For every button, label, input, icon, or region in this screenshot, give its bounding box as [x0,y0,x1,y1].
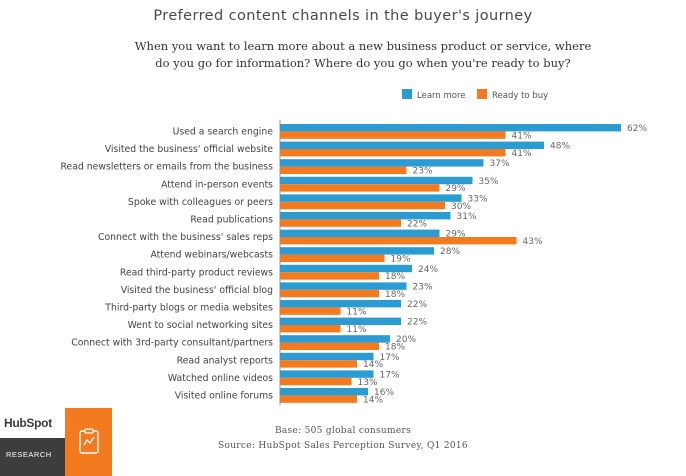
data-label-learn-more: 17% [380,353,400,363]
category-label: Connect with the business' sales reps [98,232,273,243]
bar-learn-more [280,335,390,343]
bar-learn-more [280,247,434,255]
category-label: Went to social networking sites [128,320,273,331]
bar-learn-more [280,300,401,308]
data-label-learn-more: 20% [396,335,416,345]
category-label: Attend in-person events [161,179,273,190]
bar-ready-to-buy [280,395,357,403]
bar-learn-more [280,229,440,237]
data-label-ready-to-buy: 13% [358,378,378,388]
data-label-learn-more: 28% [440,247,460,257]
category-label: Visited the business' official website [105,144,274,155]
source-note: Source: HubSpot Sales Perception Survey,… [218,441,468,451]
legend-label-learn-more: Learn more [417,91,465,101]
legend-swatch-ready-to-buy [477,89,487,99]
bar-ready-to-buy [280,201,445,210]
data-label-learn-more: 23% [413,282,433,292]
data-label-learn-more: 29% [446,230,466,240]
data-label-ready-to-buy: 41% [512,131,532,141]
category-label: Spoke with colleagues or peers [128,197,273,208]
bar-learn-more [280,176,473,185]
data-label-ready-to-buy: 18% [385,290,405,300]
data-label-ready-to-buy: 23% [413,167,433,177]
bar-ready-to-buy [280,342,379,350]
bar-ready-to-buy [280,166,407,174]
bar-learn-more [280,124,621,132]
bar-ready-to-buy [280,325,341,333]
chart-title: Preferred content channels in the buyer'… [153,8,533,24]
data-label-ready-to-buy: 22% [407,219,427,229]
data-label-learn-more: 16% [374,388,394,398]
data-label-ready-to-buy: 14% [363,395,383,405]
data-label-ready-to-buy: 29% [446,184,466,194]
data-label-ready-to-buy: 43% [523,237,543,247]
bar-ready-to-buy [280,272,379,280]
category-label: Visited online forums [175,391,273,402]
bar-learn-more [280,388,368,396]
base-note: Base: 505 global consumers [274,426,412,436]
bar-learn-more [280,264,412,273]
clipboard-icon [79,428,99,454]
data-label-ready-to-buy: 11% [347,325,367,335]
bar-ready-to-buy [280,377,352,386]
bar-ready-to-buy [280,149,506,157]
logo-orange-panel [65,408,112,476]
category-label: Used a search engine [173,127,274,138]
category-label: Attend webinars/webcasts [150,250,273,261]
data-label-learn-more: 24% [418,265,438,275]
hubspot-research-logo: HubSpot RESEARCH [0,408,120,476]
data-label-learn-more: 31% [457,212,477,222]
bar-learn-more [280,194,462,202]
category-label: Read newsletters or emails from the busi… [60,162,273,173]
data-label-learn-more: 22% [407,318,427,328]
chart-subtitle: When you want to learn more about a new … [134,39,592,70]
data-label-ready-to-buy: 41% [512,149,532,159]
data-label-learn-more: 17% [380,370,400,380]
category-label: Watched online videos [168,373,273,384]
category-label: Visited the business' official blog [121,285,273,296]
bar-ready-to-buy [280,254,385,262]
bar-learn-more [280,282,407,290]
bar-ready-to-buy [280,360,357,368]
bar-learn-more [280,317,401,325]
data-label-learn-more: 35% [479,177,499,187]
logo-white-panel: HubSpot [0,408,65,438]
data-label-ready-to-buy: 19% [391,255,411,265]
data-label-ready-to-buy: 30% [451,202,471,212]
data-label-ready-to-buy: 18% [385,272,405,282]
logo-brand-name: HubSpot [4,416,52,430]
data-label-learn-more: 37% [490,159,510,169]
category-label: Read third-party product reviews [120,267,273,278]
legend-swatch-learn-more [402,89,412,99]
data-label-learn-more: 22% [407,300,427,310]
category-label: Connect with 3rd-party consultant/partne… [71,338,273,349]
category-label: Read analyst reports [177,355,274,366]
bar-ready-to-buy [280,289,379,298]
data-label-ready-to-buy: 18% [385,343,405,353]
bar-ready-to-buy [280,237,517,245]
logo-dark-panel: RESEARCH [0,438,65,476]
data-label-learn-more: 48% [550,142,570,152]
data-label-learn-more: 33% [468,194,488,204]
bar-learn-more [280,212,451,220]
logo-research-label: RESEARCH [6,450,52,459]
bar-learn-more [280,159,484,167]
bar-learn-more [280,141,544,149]
category-label: Read publications [190,215,273,226]
category-label: Third-party blogs or media websites [104,303,273,314]
data-label-ready-to-buy: 14% [363,360,383,370]
bar-ready-to-buy [280,184,440,192]
bar-ready-to-buy [280,307,341,315]
bar-ready-to-buy [280,131,506,139]
data-label-ready-to-buy: 11% [347,307,367,317]
bar-ready-to-buy [280,219,401,227]
data-label-learn-more: 62% [627,124,647,134]
bar-learn-more [280,370,374,378]
bar-learn-more [280,352,374,361]
legend-label-ready-to-buy: Ready to buy [492,91,548,101]
